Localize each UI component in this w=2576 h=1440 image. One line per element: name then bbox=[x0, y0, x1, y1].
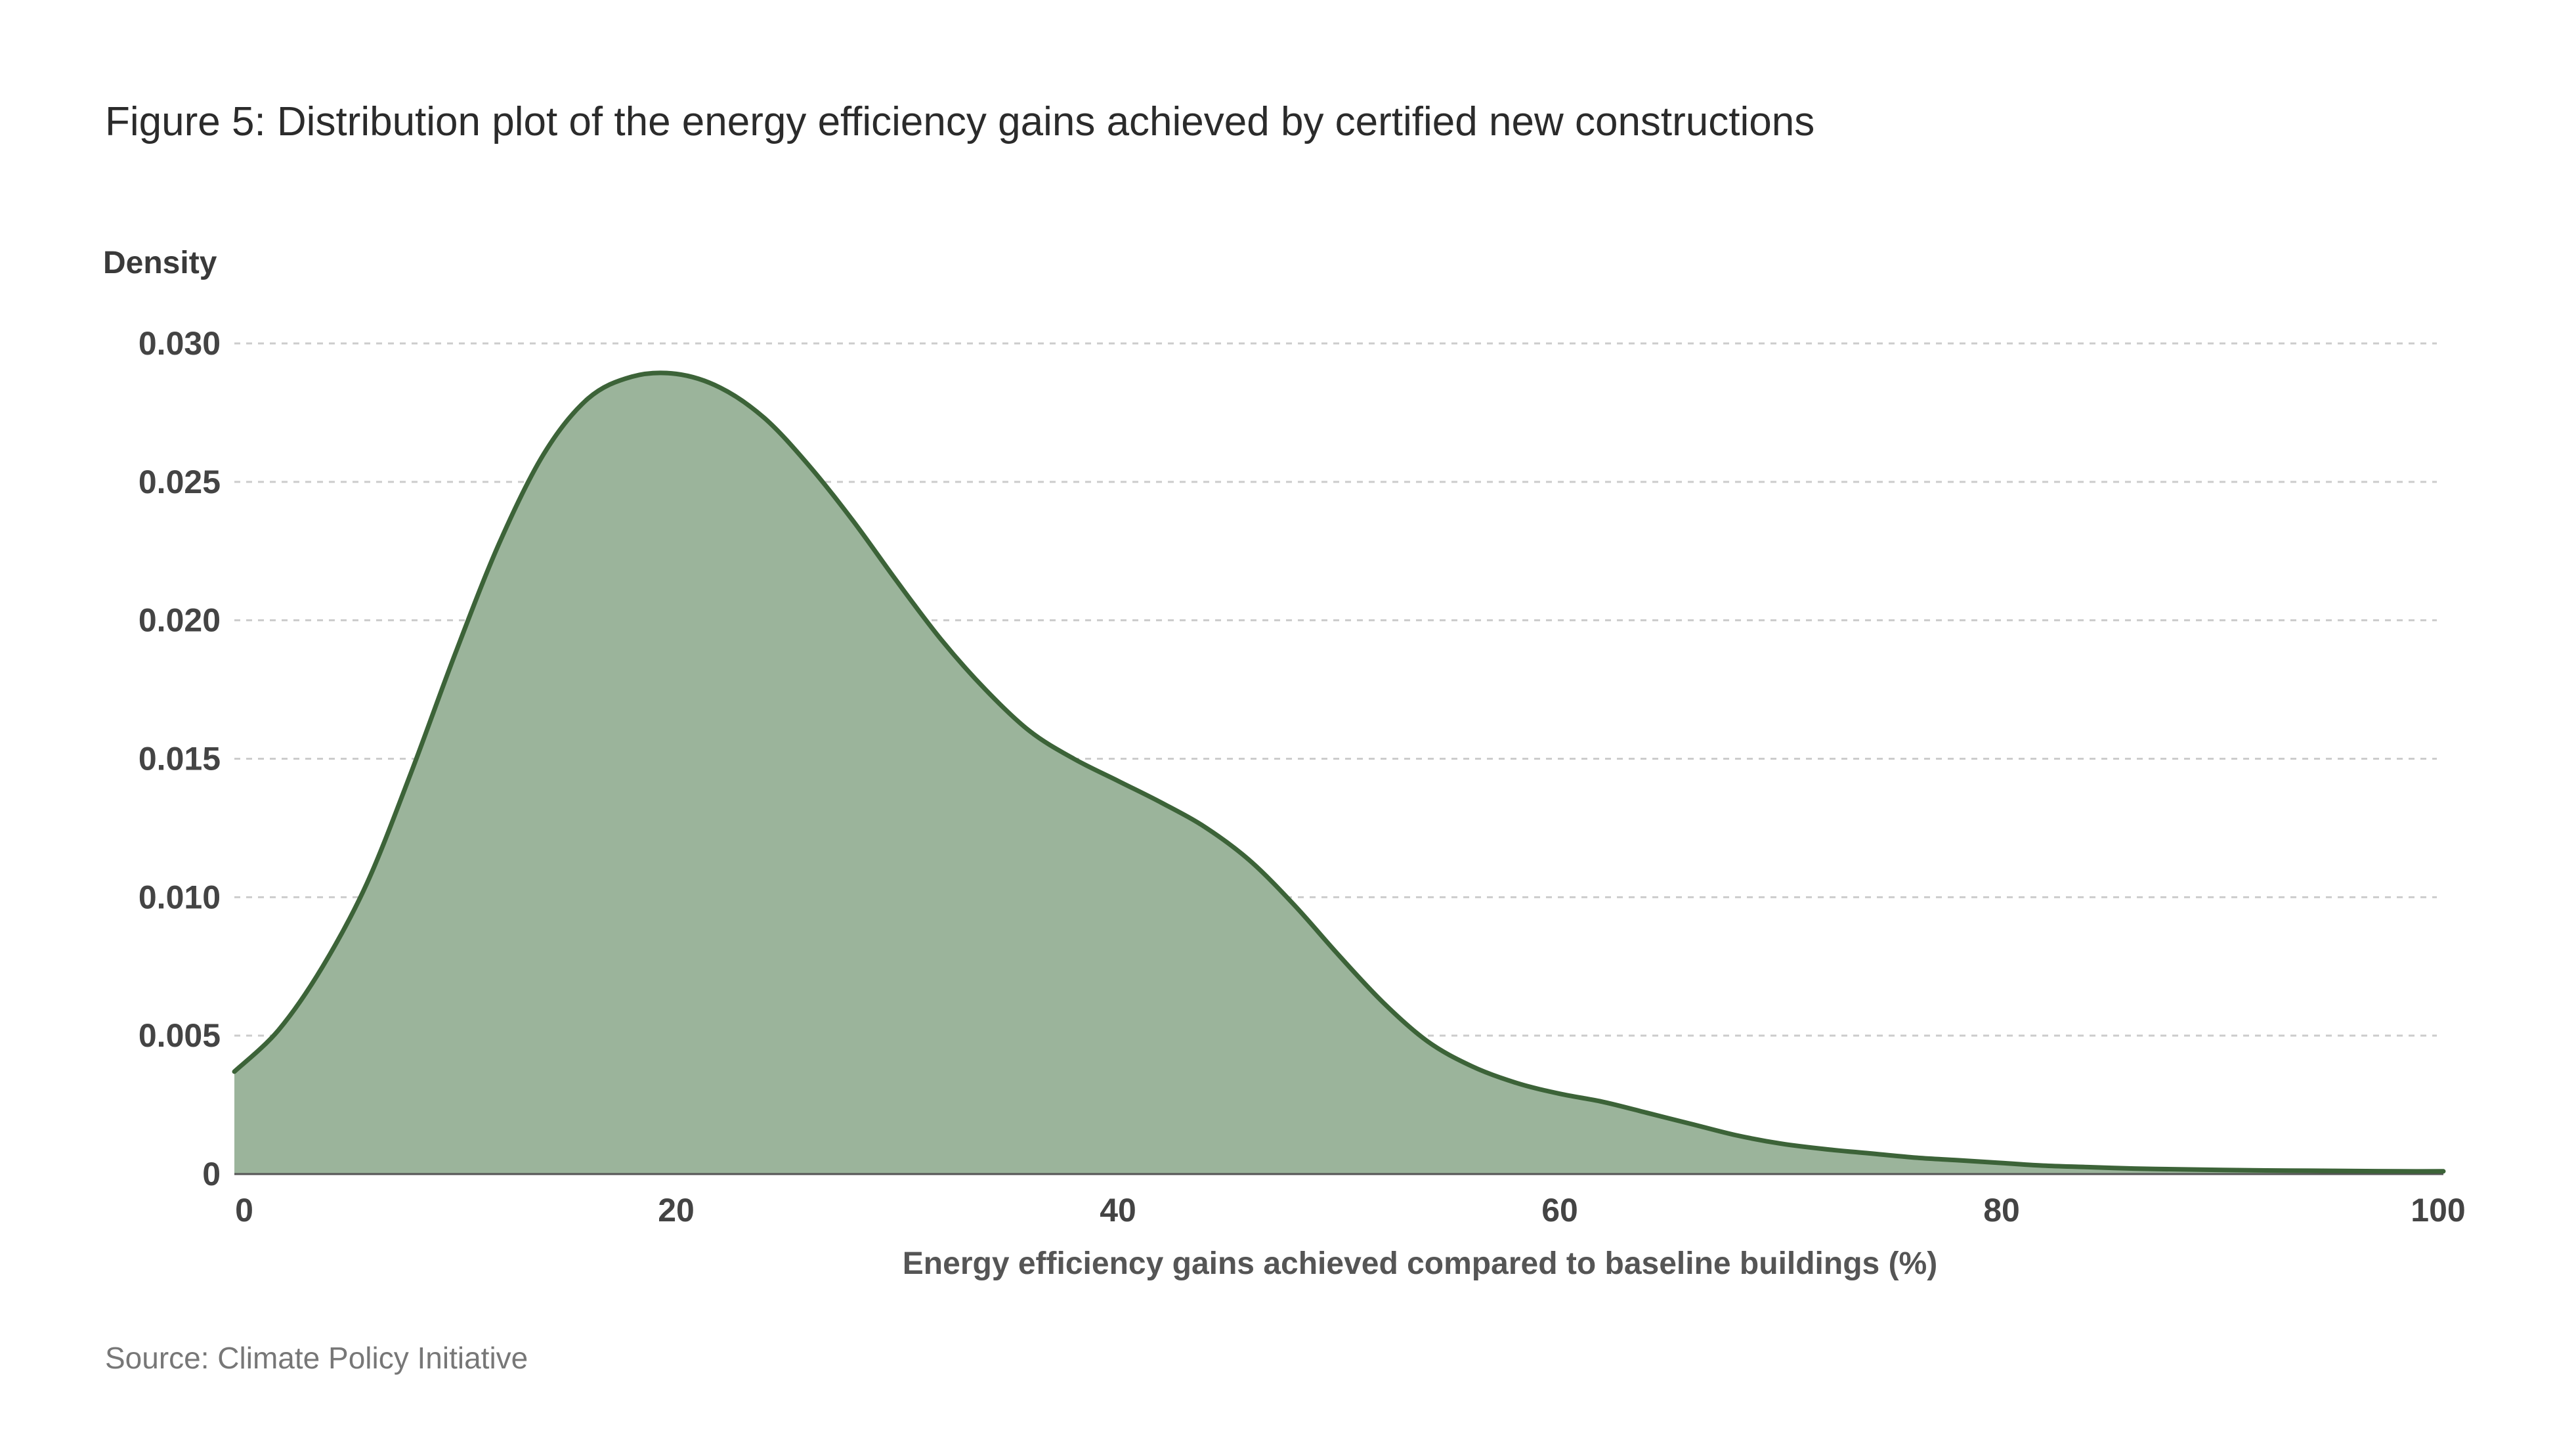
source-note: Source: Climate Policy Initiative bbox=[105, 1341, 528, 1375]
x-tick-label: 20 bbox=[658, 1192, 695, 1229]
x-axis-ticks: 0 20 40 60 80 100 bbox=[235, 1192, 2466, 1229]
chart-title: Figure 5: Distribution plot of the energ… bbox=[105, 99, 1814, 144]
y-tick-label: 0.010 bbox=[139, 879, 221, 915]
x-tick-label: 60 bbox=[1541, 1192, 1578, 1229]
x-axis-label: Energy efficiency gains achieved compare… bbox=[903, 1246, 1937, 1281]
x-tick-label: 40 bbox=[1100, 1192, 1136, 1229]
y-tick-label: 0.025 bbox=[139, 464, 221, 500]
y-axis-label: Density bbox=[103, 246, 217, 280]
y-tick-label: 0.020 bbox=[139, 602, 221, 639]
x-tick-label: 0 bbox=[235, 1192, 253, 1229]
density-line bbox=[232, 370, 2446, 1174]
density-area bbox=[234, 372, 2443, 1175]
x-tick-label: 100 bbox=[2411, 1192, 2465, 1229]
plot-area bbox=[232, 370, 2446, 1175]
y-tick-label: 0.015 bbox=[139, 741, 221, 777]
y-tick-label: 0 bbox=[202, 1156, 221, 1192]
x-tick-label: 80 bbox=[1983, 1192, 2020, 1229]
y-tick-label: 0.005 bbox=[139, 1017, 221, 1054]
y-axis-ticks: 0 0.005 0.010 0.015 0.020 0.025 0.030 bbox=[139, 325, 221, 1192]
y-tick-label: 0.030 bbox=[139, 325, 221, 362]
